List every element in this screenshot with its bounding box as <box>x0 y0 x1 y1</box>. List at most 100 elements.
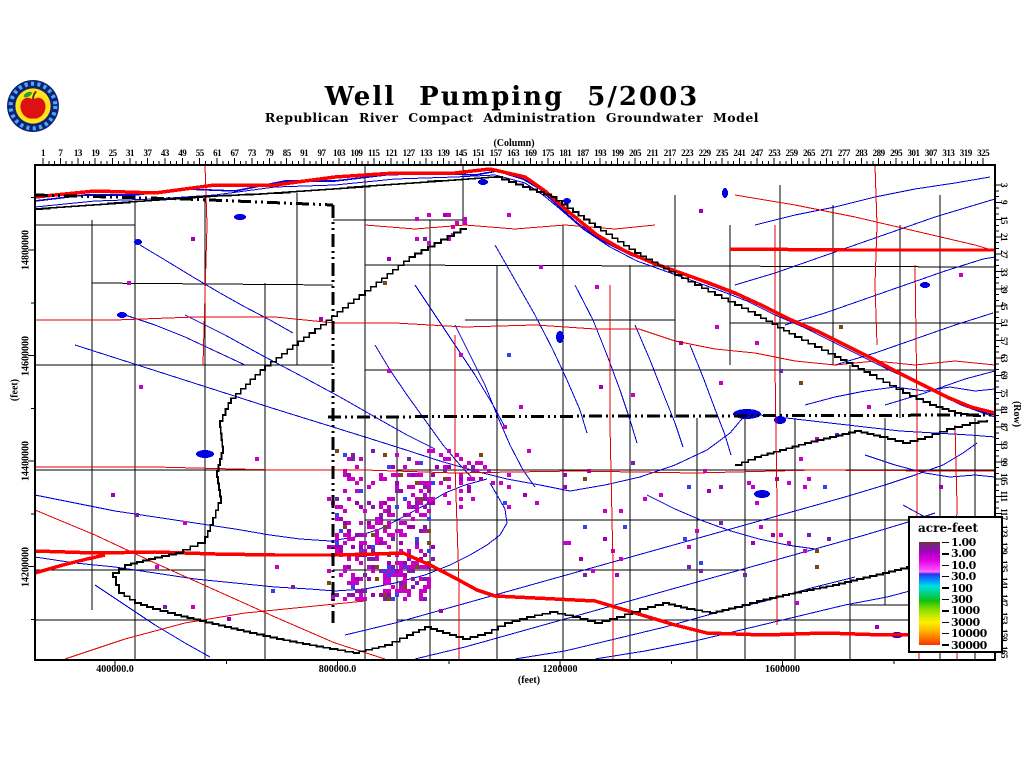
row-tick-label: 15 <box>999 215 1009 224</box>
row-tick-label: 165 <box>999 646 1009 659</box>
column-tick-label: 325 <box>977 148 990 158</box>
column-tick-label: 235 <box>715 148 729 158</box>
legend-tick <box>942 621 949 624</box>
column-tick-label: 49 <box>178 148 187 158</box>
column-axis-caption: (Column) <box>493 138 535 149</box>
model-boundary <box>35 176 988 654</box>
column-tick-label: 1 <box>41 148 46 158</box>
column-tick-label: 121 <box>385 148 398 158</box>
legend-value: 10.0 <box>951 558 976 572</box>
legend-entry: 100 <box>942 581 973 595</box>
column-tick-label: 187 <box>576 148 590 158</box>
row-tick-label: 93 <box>999 440 1009 449</box>
row-tick-label: 123 <box>999 525 1009 537</box>
row-tick-label: 147 <box>999 594 1009 607</box>
row-tick-label: 9 <box>999 200 1009 205</box>
column-tick-label: 277 <box>837 148 851 158</box>
column-tick-label: 43 <box>160 148 170 158</box>
legend-entry: 3000 <box>942 615 980 629</box>
county-lines <box>35 165 995 660</box>
axis-ticks <box>28 158 1002 667</box>
acre-feet-legend: acre-feet 1.00 3.00 10.0 30.0 100 300 1000 3000… <box>908 516 1003 653</box>
row-tick-label: 3 <box>999 183 1009 187</box>
column-tick-label: 265 <box>803 148 816 158</box>
legend-value: 300 <box>951 593 973 606</box>
row-tick-label: 141 <box>999 576 1009 589</box>
legend-tick <box>942 610 949 612</box>
legend-tick <box>942 541 949 544</box>
row-tick-label: 129 <box>999 542 1009 555</box>
y-feet-tick-label: 14800000 <box>20 230 32 270</box>
column-tick-label: 181 <box>559 148 572 158</box>
legend-title: acre-feet <box>918 521 978 535</box>
column-tick-label: 211 <box>646 148 659 158</box>
legend-tick <box>942 553 949 555</box>
legend-value: 1000 <box>951 604 980 618</box>
column-tick-label: 193 <box>594 148 607 158</box>
row-tick-label: 99 <box>999 457 1009 466</box>
column-tick-label: 247 <box>750 148 764 158</box>
column-tick-label: 289 <box>872 148 886 158</box>
legend-value: 3.00 <box>951 547 976 561</box>
row-tick-label: 87 <box>999 423 1009 432</box>
column-tick-label: 283 <box>855 148 868 158</box>
row-tick-label: 21 <box>999 232 1009 241</box>
column-tick-label: 37 <box>143 148 152 158</box>
row-tick-label: 39 <box>999 284 1009 293</box>
y-feet-tick-label: 14400000 <box>20 441 32 481</box>
column-tick-label: 85 <box>282 148 292 158</box>
legend-value: 30.0 <box>951 570 976 584</box>
column-tick-label: 169 <box>524 148 537 158</box>
y-feet-tick-label: 14200000 <box>20 546 32 587</box>
column-tick-label: 151 <box>472 148 485 158</box>
row-tick-label: 75 <box>999 388 1009 397</box>
column-tick-label: 7 <box>58 148 63 158</box>
column-tick-label: 73 <box>247 148 257 158</box>
column-tick-label: 145 <box>454 148 468 158</box>
column-tick-label: 241 <box>733 148 746 158</box>
legend-tick <box>942 598 949 601</box>
row-tick-label: 69 <box>999 371 1009 380</box>
column-tick-label: 163 <box>507 148 520 158</box>
map-interior <box>35 165 995 660</box>
row-tick-label: 57 <box>999 336 1009 345</box>
row-tick-label: 33 <box>999 267 1009 276</box>
column-tick-label: 205 <box>628 148 642 158</box>
roads-thin <box>35 165 995 660</box>
legend-value: 3000 <box>951 615 980 629</box>
pumping-cells <box>111 209 963 629</box>
row-tick-label: 159 <box>999 628 1009 641</box>
column-tick-label: 223 <box>681 148 694 158</box>
row-tick-label: 135 <box>999 559 1009 572</box>
legend-tick <box>942 644 949 646</box>
column-tick-label: 313 <box>942 148 955 158</box>
legend-entry: 10000 <box>942 627 987 640</box>
legend-entry: 30000 <box>942 639 987 652</box>
column-tick-label: 97 <box>317 148 327 158</box>
legend-value: 100 <box>951 581 973 595</box>
reservoirs <box>117 179 930 638</box>
x-axis-feet-caption: (feet) <box>517 675 541 686</box>
legend-entry: 1000 <box>942 604 980 618</box>
column-tick-label: 307 <box>924 148 938 158</box>
legend-entry: 300 <box>942 593 973 606</box>
column-tick-label: 25 <box>108 148 118 158</box>
row-tick-label: 51 <box>999 319 1009 328</box>
column-tick-label: 109 <box>350 148 363 158</box>
column-tick-label: 91 <box>300 148 309 158</box>
column-tick-label: 295 <box>890 148 903 158</box>
column-tick-label: 199 <box>611 148 625 158</box>
column-tick-label: 139 <box>437 148 450 158</box>
column-tick-label: 271 <box>820 148 833 158</box>
column-tick-label: 259 <box>785 148 799 158</box>
row-tick-label: 63 <box>999 354 1009 362</box>
column-tick-label: 133 <box>420 148 433 158</box>
column-tick-label: 157 <box>489 148 503 158</box>
row-tick-label: 153 <box>999 611 1009 624</box>
x-feet-tick-label: 1200000 <box>542 664 578 675</box>
legend-tick <box>942 575 949 578</box>
column-tick-label: 175 <box>541 148 555 158</box>
y-axis-feet-caption: (feet) <box>9 378 21 402</box>
y-feet-tick-label: 14600000 <box>20 335 32 376</box>
x-feet-tick-label: 1600000 <box>765 664 800 675</box>
